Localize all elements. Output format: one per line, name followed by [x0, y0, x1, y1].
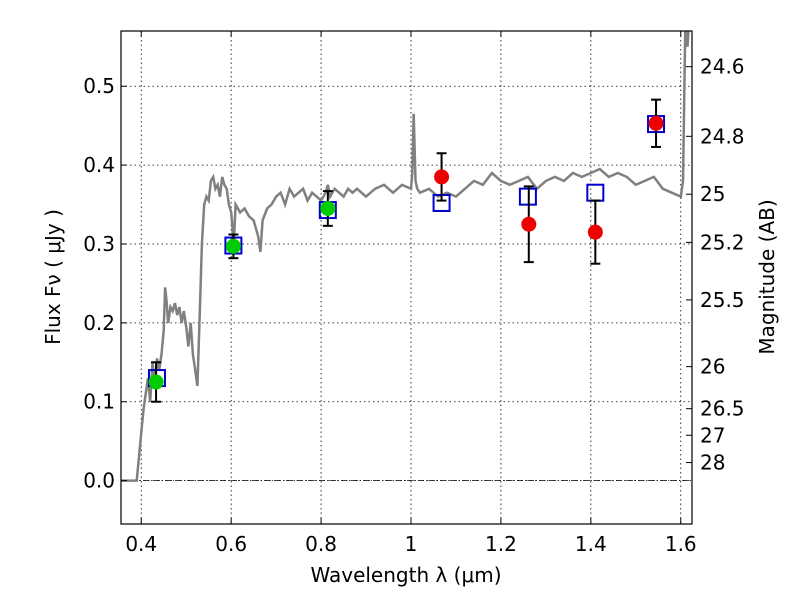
x-tick-label: 0.6 — [215, 532, 247, 556]
plot-frame — [120, 30, 693, 525]
right-tick-label: 26.5 — [700, 397, 745, 421]
right-tick-label: 25.5 — [700, 288, 745, 312]
optical-point — [148, 374, 164, 390]
right-tick-label: 26 — [700, 355, 725, 379]
x-tick-label: 1.6 — [665, 532, 697, 556]
nir-point — [521, 216, 537, 232]
axes: 0.4 0.6 0.8 1 1.2 1.4 1.6 0.0 0.1 0.2 0.3 0.4 0.5 24.… — [83, 31, 745, 556]
optical-point — [320, 200, 336, 216]
nir-point — [434, 169, 450, 185]
right-tick-label: 27 — [700, 423, 725, 447]
right-tick-label: 25 — [700, 182, 725, 206]
optical-point — [225, 238, 241, 254]
x-axis-label: Wavelength λ (μm) — [310, 563, 501, 587]
nir-point — [648, 115, 664, 131]
y-axis-label: Flux Fν ( μJy ) — [41, 209, 65, 345]
plot-area — [121, 31, 690, 482]
x-tick-label: 0.4 — [125, 532, 157, 556]
y-tick-label: 0.0 — [83, 469, 115, 493]
y-tick-label: 0.1 — [83, 390, 115, 414]
y-axis-right-label: Magnitude (AB) — [755, 199, 779, 354]
right-tick-label: 28 — [700, 451, 725, 475]
y-tick-label: 0.4 — [83, 153, 115, 177]
sed-template-line — [121, 31, 690, 482]
grid — [121, 31, 692, 524]
x-tick-label: 0.8 — [305, 532, 337, 556]
y-tick-label: 0.5 — [83, 74, 115, 98]
x-tick-label: 1.4 — [575, 532, 607, 556]
right-tick-label: 25.2 — [700, 230, 745, 254]
right-tick-label: 24.6 — [700, 55, 745, 79]
nir-point — [587, 224, 603, 240]
y-tick-label: 0.3 — [83, 232, 115, 256]
x-tick-label: 1 — [405, 532, 418, 556]
right-tick-label: 24.8 — [700, 124, 745, 148]
y-tick-label: 0.2 — [83, 311, 115, 335]
x-tick-label: 1.2 — [485, 532, 517, 556]
